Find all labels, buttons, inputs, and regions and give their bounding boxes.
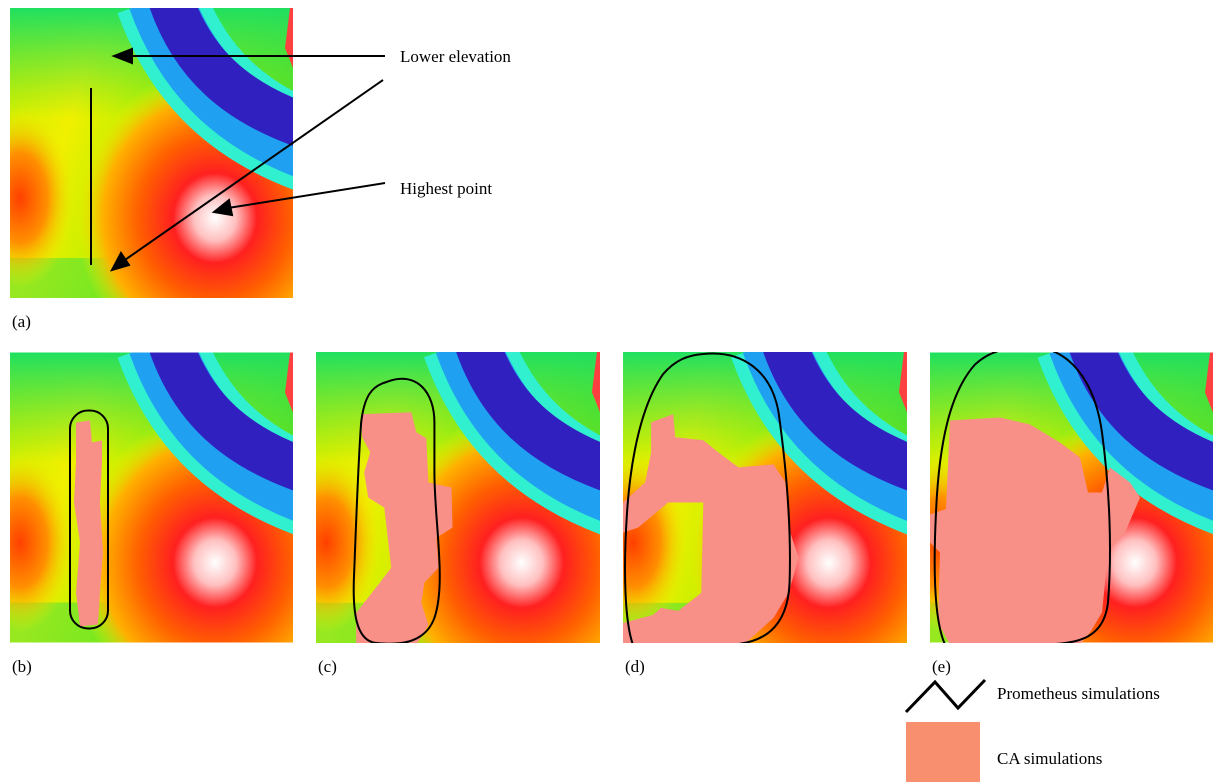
panel-b: [0, 343, 355, 713]
legend-label: CA simulations: [997, 749, 1102, 768]
annotation: Highest point: [400, 179, 492, 198]
panel-label: (d): [625, 657, 645, 676]
legend-label: Prometheus simulations: [997, 684, 1160, 703]
panel-label: (e): [932, 657, 951, 676]
annotation: Lower elevation: [400, 47, 511, 66]
panel-label: (b): [12, 657, 32, 676]
legend-line-swatch: [906, 680, 985, 712]
panel-label: (a): [12, 312, 31, 331]
figure: Lower elevation Highest point (a) (b) (c…: [0, 0, 1213, 782]
legend-fill-swatch: [906, 722, 980, 782]
panel-label: (c): [318, 657, 337, 676]
